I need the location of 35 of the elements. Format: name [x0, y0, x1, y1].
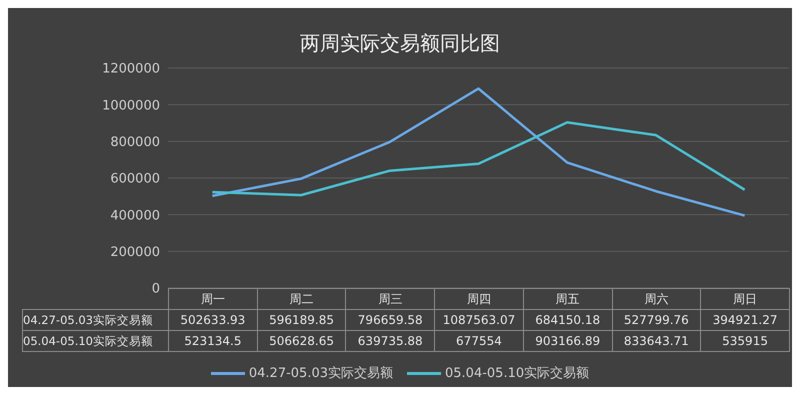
- data-label: 502633.93: [168, 310, 258, 330]
- data-label: 527799.76: [612, 310, 701, 330]
- x-tick-label: 周六: [612, 288, 701, 310]
- data-label: 596189.85: [257, 310, 346, 330]
- line-series: [211, 121, 746, 196]
- text: 05.04-05.10实际交易额: [23, 334, 153, 348]
- y-tick-label: 600000: [110, 172, 160, 187]
- x-tick-label: 周日: [700, 288, 790, 310]
- y-tick-label: 400000: [110, 208, 160, 224]
- x-tick-label: 周五: [523, 288, 612, 310]
- x-tick-label: 周二: [257, 288, 346, 310]
- data-label: 535915: [700, 330, 790, 352]
- data-label: 523134.5: [168, 330, 258, 352]
- line-series: [211, 87, 746, 217]
- legend-label: 04.27-05.03实际交易额: [248, 365, 393, 382]
- data-label: 1087563.07: [434, 310, 524, 330]
- y-tick-label: 0: [152, 282, 160, 297]
- data-label: 677554: [434, 330, 524, 352]
- data-label: 833643.71: [612, 330, 701, 352]
- y-tick-label: 1200000: [102, 62, 160, 77]
- data-label: 506628.65: [257, 330, 346, 352]
- x-tick-label: 周四: [434, 288, 524, 310]
- y-tick-label: 800000: [110, 134, 160, 150]
- data-label: 903166.89: [523, 330, 612, 352]
- y-tick-label: 1000000: [102, 98, 160, 114]
- x-tick-label: 周一: [168, 288, 258, 310]
- data-label: 639735.88: [346, 330, 435, 352]
- data-label: 796659.58: [346, 310, 435, 330]
- data-label: 394921.27: [700, 310, 790, 330]
- legend-label: 05.04-05.10实际交易额: [445, 365, 590, 382]
- y-tick-label: 200000: [110, 244, 160, 260]
- text: 04.27-05.03实际交易额: [23, 312, 153, 326]
- data-label: 684150.18: [523, 310, 612, 330]
- x-tick-label: 周三: [346, 288, 435, 310]
- chart-title: 两周实际交易额同比图: [299, 30, 501, 57]
